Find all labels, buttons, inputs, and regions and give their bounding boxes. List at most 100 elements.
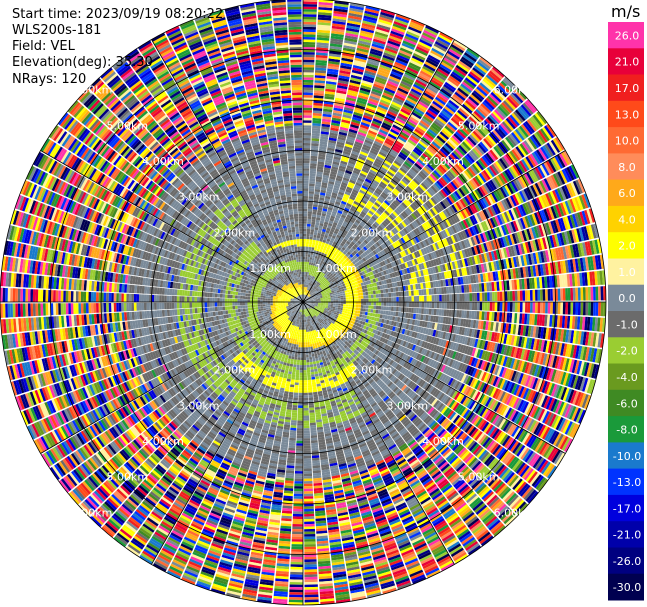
velocity-gate	[331, 30, 345, 35]
velocity-gate	[532, 302, 536, 313]
velocity-gate	[306, 269, 308, 272]
velocity-gate	[362, 20, 376, 26]
velocity-gate	[311, 133, 320, 137]
velocity-gate	[587, 286, 591, 301]
velocity-gate	[326, 78, 337, 83]
velocity-gate	[341, 57, 354, 63]
velocity-gate	[340, 306, 344, 309]
velocity-gate	[350, 77, 362, 83]
velocity-gate	[474, 302, 478, 311]
velocity-gate	[323, 169, 331, 174]
velocity-gate	[311, 130, 321, 134]
velocity-gate	[307, 211, 312, 215]
velocity-gate	[363, 141, 372, 148]
velocity-gate	[429, 295, 432, 302]
velocity-gate	[316, 235, 321, 239]
velocity-gate	[339, 126, 349, 131]
velocity-gate	[310, 252, 314, 255]
velocity-gate	[444, 302, 447, 309]
velocity-gate	[303, 297, 305, 300]
velocity-gate	[354, 57, 367, 63]
velocity-gate	[371, 302, 374, 306]
velocity-gate	[423, 308, 427, 315]
velocity-gate	[373, 305, 377, 310]
velocity-gate	[303, 24, 317, 28]
velocity-gate	[345, 101, 355, 107]
velocity-gate	[328, 222, 333, 227]
velocity-gate	[388, 297, 392, 302]
velocity-gate	[428, 288, 432, 295]
velocity-gate	[353, 143, 362, 149]
velocity-gate	[482, 302, 485, 311]
velocity-gate	[426, 302, 430, 308]
velocity-gate	[464, 293, 468, 302]
velocity-gate	[344, 143, 353, 148]
velocity-gate	[316, 37, 330, 41]
velocity-gate	[324, 219, 330, 223]
velocity-gate	[359, 32, 373, 39]
velocity-gate	[330, 35, 344, 40]
velocity-gate	[330, 197, 336, 201]
velocity-gate	[306, 290, 308, 293]
velocity-gate	[304, 294, 306, 298]
velocity-gate	[382, 54, 395, 62]
velocity-gate	[316, 248, 320, 252]
velocity-gate	[311, 145, 319, 149]
velocity-gate	[347, 294, 351, 297]
velocity-gate	[339, 70, 351, 75]
velocity-gate	[557, 288, 561, 301]
velocity-gate	[303, 213, 308, 217]
velocity-gate	[383, 52, 396, 59]
velocity-gate	[319, 223, 324, 227]
velocity-gate	[333, 187, 340, 192]
velocity-gate	[398, 307, 402, 312]
velocity-gate	[318, 204, 323, 208]
velocity-gate	[497, 302, 500, 312]
velocity-gate	[326, 211, 332, 216]
velocity-gate	[367, 100, 378, 106]
velocity-gate	[308, 203, 313, 207]
velocity-gate	[318, 0, 334, 3]
velocity-gate	[374, 81, 386, 88]
velocity-gate	[303, 153, 310, 156]
velocity-gate	[315, 266, 319, 270]
velocity-gate	[314, 87, 325, 91]
velocity-gate	[344, 191, 351, 196]
velocity-gate	[360, 292, 364, 296]
velocity-gate	[309, 173, 316, 177]
velocity-gate	[311, 138, 320, 142]
velocity-gate	[320, 215, 326, 219]
velocity-gate	[303, 115, 312, 118]
velocity-gate	[509, 302, 513, 312]
velocity-gate	[304, 294, 306, 298]
velocity-gate	[306, 279, 308, 283]
velocity-gate	[314, 90, 325, 94]
velocity-gate	[303, 102, 313, 106]
velocity-gate	[314, 255, 318, 259]
velocity-gate	[565, 288, 569, 301]
velocity-gate	[373, 298, 377, 302]
velocity-gate	[365, 5, 380, 12]
velocity-gate	[519, 302, 523, 313]
velocity-gate	[303, 11, 317, 15]
velocity-gate	[332, 189, 339, 194]
velocity-gate	[303, 297, 304, 300]
velocity-gate	[334, 182, 341, 187]
velocity-gate	[348, 304, 351, 307]
velocity-gate	[375, 76, 387, 83]
velocity-gate	[306, 228, 311, 232]
velocity-gate	[424, 295, 427, 302]
velocity-gate	[314, 85, 325, 89]
velocity-gate	[411, 307, 414, 313]
velocity-gate	[304, 289, 306, 293]
velocity-gate	[363, 305, 366, 309]
velocity-gate	[441, 294, 445, 302]
velocity-gate	[303, 137, 311, 141]
velocity-gate	[308, 193, 314, 197]
velocity-gate	[318, 153, 326, 158]
velocity-gate	[371, 43, 385, 50]
velocity-gate	[327, 71, 339, 75]
velocity-gate	[321, 242, 326, 246]
velocity-gate	[352, 67, 364, 73]
velocity-gate	[343, 106, 354, 112]
